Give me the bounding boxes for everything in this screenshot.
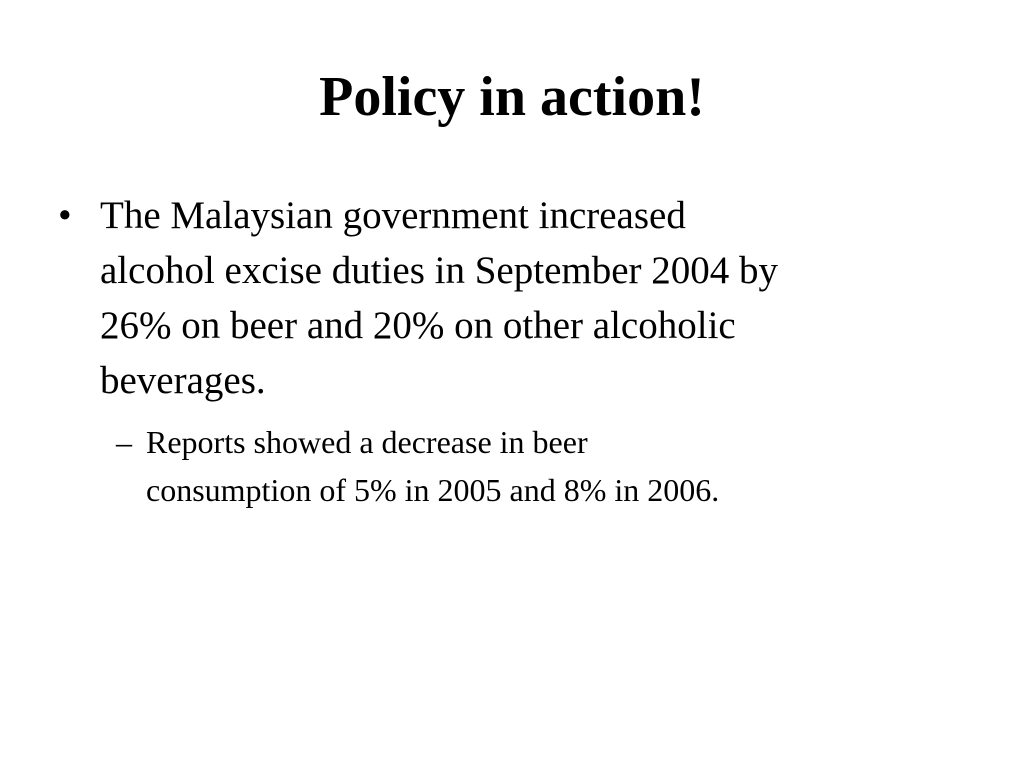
text-line: 26% on beer and 20% on other alcoholic	[100, 304, 736, 347]
bullet: The Malaysian government increased alcoho…	[58, 188, 1000, 408]
sub-bullet: Reports showed a decrease in beer consump…	[116, 418, 1006, 514]
text-line: The Malaysian government increased	[100, 194, 686, 237]
text-line: Reports showed a decrease in beer	[146, 424, 588, 460]
slide-title: Policy in action!	[319, 66, 705, 128]
text-line: consumption of 5% in 2005 and 8% in 2006…	[146, 472, 720, 508]
text-line: beverages.	[100, 359, 266, 402]
text-line: alcohol excise duties in September 2004 …	[100, 249, 779, 292]
